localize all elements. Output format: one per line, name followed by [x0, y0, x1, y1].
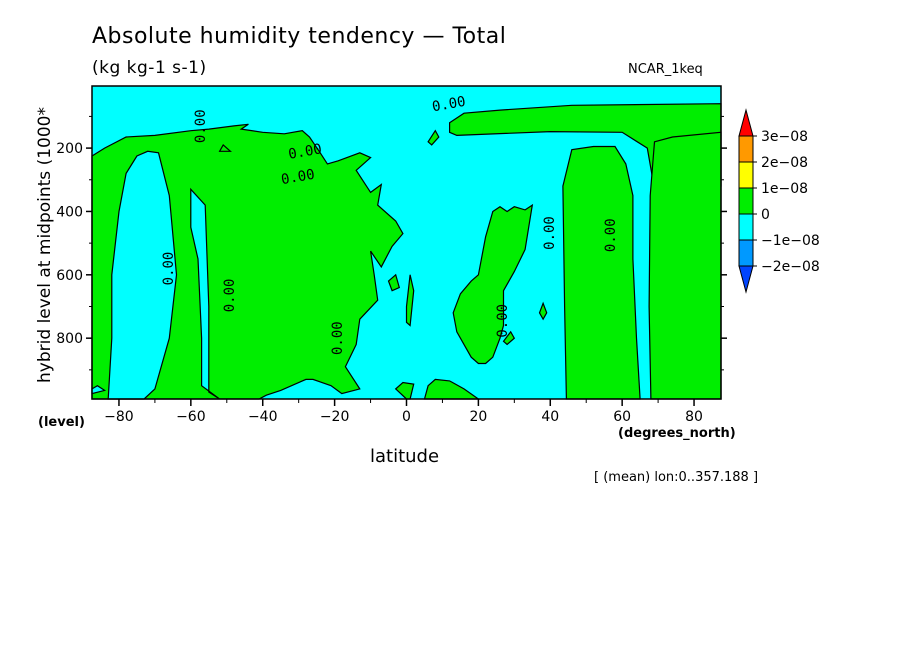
x-tick-label: −20 — [320, 409, 350, 425]
x-tick-label: −60 — [176, 409, 206, 425]
positive-region-pocket-lon-55 — [218, 143, 232, 152]
x-tick-label: −40 — [248, 409, 278, 425]
positive-region-pocket-lon-10 — [387, 273, 401, 292]
contour-label: 0.00 — [280, 167, 316, 189]
contour-label: 0.00 — [222, 279, 238, 313]
positive-region-band-10-35 — [452, 203, 534, 365]
positive-region-pocket-lon-2 — [405, 274, 415, 327]
model-tag: NCAR_1keq — [628, 62, 703, 77]
contour-label: 0.00 — [287, 141, 323, 163]
colorbar-segment — [738, 135, 754, 163]
y-tick-label: 400 — [56, 204, 83, 220]
x-tick-label: 60 — [613, 409, 631, 425]
y-tick-label: 600 — [56, 268, 83, 284]
positive-region-pocket-lon-8 — [427, 129, 440, 146]
x-tick-label: 80 — [685, 409, 703, 425]
positive-region-pocket-lon-37 — [538, 301, 548, 321]
colorbar-label: 3e−08 — [761, 129, 808, 145]
x-tick-label: 40 — [541, 409, 559, 425]
contour-label: 0.00 — [431, 94, 467, 116]
x-axis-units: (degrees_north) — [618, 426, 736, 441]
positive-region-pocket-lon-28 — [502, 330, 516, 346]
x-tick-label: 20 — [469, 409, 487, 425]
contour-label: 0.00 — [495, 304, 511, 338]
contour-label: 0.00 — [330, 321, 346, 355]
negative-region-hole-mid-left — [190, 187, 220, 400]
contour-label: 0.00 — [603, 218, 619, 252]
colorbar-segment — [738, 213, 754, 241]
positive-region-band-40-60 — [562, 145, 641, 400]
positive-region-right-edge — [648, 131, 722, 400]
chart-subtitle: (kg kg-1 s-1) — [92, 58, 207, 78]
colorbar-label: 2e−08 — [761, 155, 808, 171]
x-tick-label: −80 — [104, 409, 134, 425]
y-tick-label: 800 — [56, 331, 83, 347]
y-axis-units: (level) — [38, 415, 85, 430]
x-tick-label: 0 — [402, 409, 411, 425]
colorbar-segment — [738, 187, 754, 215]
contour-label: 0.00 — [161, 252, 177, 286]
colorbar-segment — [738, 161, 754, 189]
chart-title: Absolute humidity tendency — Total — [92, 24, 507, 49]
negative-region-hole-left-col — [107, 150, 178, 400]
colorbar-bottom-arrow — [738, 265, 754, 294]
colorbar-segment — [738, 239, 754, 267]
y-tick-label: 200 — [56, 141, 83, 157]
colorbar-label: 0 — [761, 207, 770, 223]
footnote: [ (mean) lon:0..357.188 ] — [594, 470, 759, 485]
colorbar-label: −2e−08 — [761, 259, 820, 275]
colorbar-top-arrow — [738, 108, 754, 137]
colorbar-label: 1e−08 — [761, 181, 808, 197]
x-axis-label: latitude — [370, 446, 440, 467]
contour-label: 0.00 — [193, 109, 209, 143]
colorbar-label: −1e−08 — [761, 233, 820, 249]
contour-label: 0.00 — [542, 216, 558, 250]
